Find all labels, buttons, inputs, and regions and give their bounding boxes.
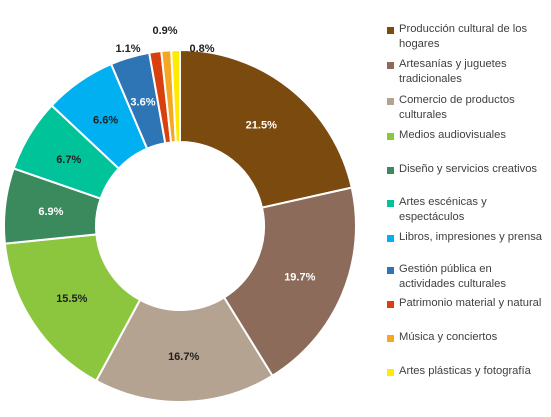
- slice-value-label: 16.7%: [168, 351, 199, 363]
- legend-item: Comercio de productos culturales: [387, 93, 549, 123]
- legend-label-line: espectáculos: [399, 211, 465, 223]
- legend-label-line: Medios audiovisuales: [399, 129, 506, 141]
- donut-slice: [170, 48, 181, 144]
- legend-label-line: Artes plásticas y fotografía: [399, 365, 531, 377]
- donut-chart-svg: 21.5% 19.7% 16.7% 15.5% 6.9% 6.7% 6.6% 3.6% 1.1%…: [3, 25, 357, 403]
- slice-value-label: 21.5%: [246, 120, 277, 132]
- legend-swatch: [387, 235, 394, 242]
- legend-swatch: [387, 200, 394, 207]
- legend-label-line: Comercio de productos: [399, 94, 515, 106]
- legend-item: Libros, impresiones y prensa: [387, 230, 549, 245]
- donut-slice: [179, 48, 353, 209]
- legend-swatch: [387, 301, 394, 308]
- legend-item: Artes plásticas y fotografía: [387, 364, 549, 379]
- legend-swatch: [387, 62, 394, 69]
- slice-value-label: 6.6%: [93, 114, 118, 126]
- slice-value-label: 1.1%: [115, 43, 140, 55]
- legend-label-line: Música y conciertos: [399, 331, 498, 343]
- slice-value-label: 0.9%: [152, 25, 177, 37]
- legend-item: Patrimonio material y natural: [387, 296, 549, 311]
- legend-label: Libros, impresiones y prensa: [399, 230, 549, 245]
- legend-item: Artesanías y juguetes tradicionales: [387, 57, 549, 87]
- slice-value-label: 15.5%: [56, 293, 87, 305]
- legend-item: Producción cultural de los hogares: [387, 22, 549, 52]
- legend-label: Artes plásticas y fotografía: [399, 364, 549, 379]
- legend-swatch: [387, 27, 394, 34]
- legend-label: Patrimonio material y natural: [399, 296, 549, 311]
- slice-value-label: 3.6%: [130, 96, 155, 108]
- legend-label-line: Gestión pública en: [399, 263, 492, 275]
- legend-label: Comercio de productos culturales: [399, 93, 549, 123]
- legend-label-line: tradicionales: [399, 73, 462, 85]
- legend-label-line: Libros, impresiones y prensa: [399, 231, 543, 243]
- legend-label-line: Artes escénicas y: [399, 196, 487, 208]
- donut-slice: [222, 186, 357, 378]
- legend-item: Medios audiovisuales: [387, 128, 549, 143]
- legend-label: Medios audiovisuales: [399, 128, 549, 143]
- legend-label-line: Artesanías y juguetes: [399, 58, 507, 70]
- legend-label-line: culturales: [399, 109, 447, 121]
- legend-swatch: [387, 267, 394, 274]
- legend-label-line: Diseño y servicios creativos: [399, 163, 538, 175]
- legend-label-line: Patrimonio material y natural: [399, 297, 542, 309]
- legend-label: Música y conciertos: [399, 330, 549, 345]
- legend-label-line: hogares: [399, 38, 440, 50]
- legend-label-line: actividades culturales: [399, 278, 506, 290]
- legend-item: Música y conciertos: [387, 330, 549, 345]
- slice-value-label: 6.9%: [38, 206, 63, 218]
- legend-swatch: [387, 369, 394, 376]
- donut-slice: [3, 233, 142, 383]
- legend-item: Diseño y servicios creativos: [387, 162, 549, 177]
- legend-label: Producción cultural de los hogares: [399, 22, 549, 52]
- legend-swatch: [387, 167, 394, 174]
- legend-label: Artesanías y juguetes tradicionales: [399, 57, 549, 87]
- slice-value-label: 0.8%: [189, 43, 214, 55]
- legend-swatch: [387, 98, 394, 105]
- legend-item: Artes escénicas y espectáculos: [387, 195, 549, 225]
- slice-value-label: 19.7%: [284, 272, 315, 284]
- legend-label: Diseño y servicios creativos: [399, 162, 549, 177]
- legend-swatch: [387, 335, 394, 342]
- donut-slice: [94, 296, 274, 403]
- legend-label: Gestión pública en actividades culturales: [399, 262, 549, 292]
- slice-labels: 21.5% 19.7% 16.7% 15.5% 6.9% 6.7% 6.6% 3.6% 1.1%…: [38, 25, 315, 363]
- legend-label: Artes escénicas y espectáculos: [399, 195, 549, 225]
- legend-label-line: Producción cultural de los: [399, 23, 528, 35]
- legend-item: Gestión pública en actividades culturales: [387, 262, 549, 292]
- legend-swatch: [387, 133, 394, 140]
- slice-value-label: 6.7%: [56, 154, 81, 166]
